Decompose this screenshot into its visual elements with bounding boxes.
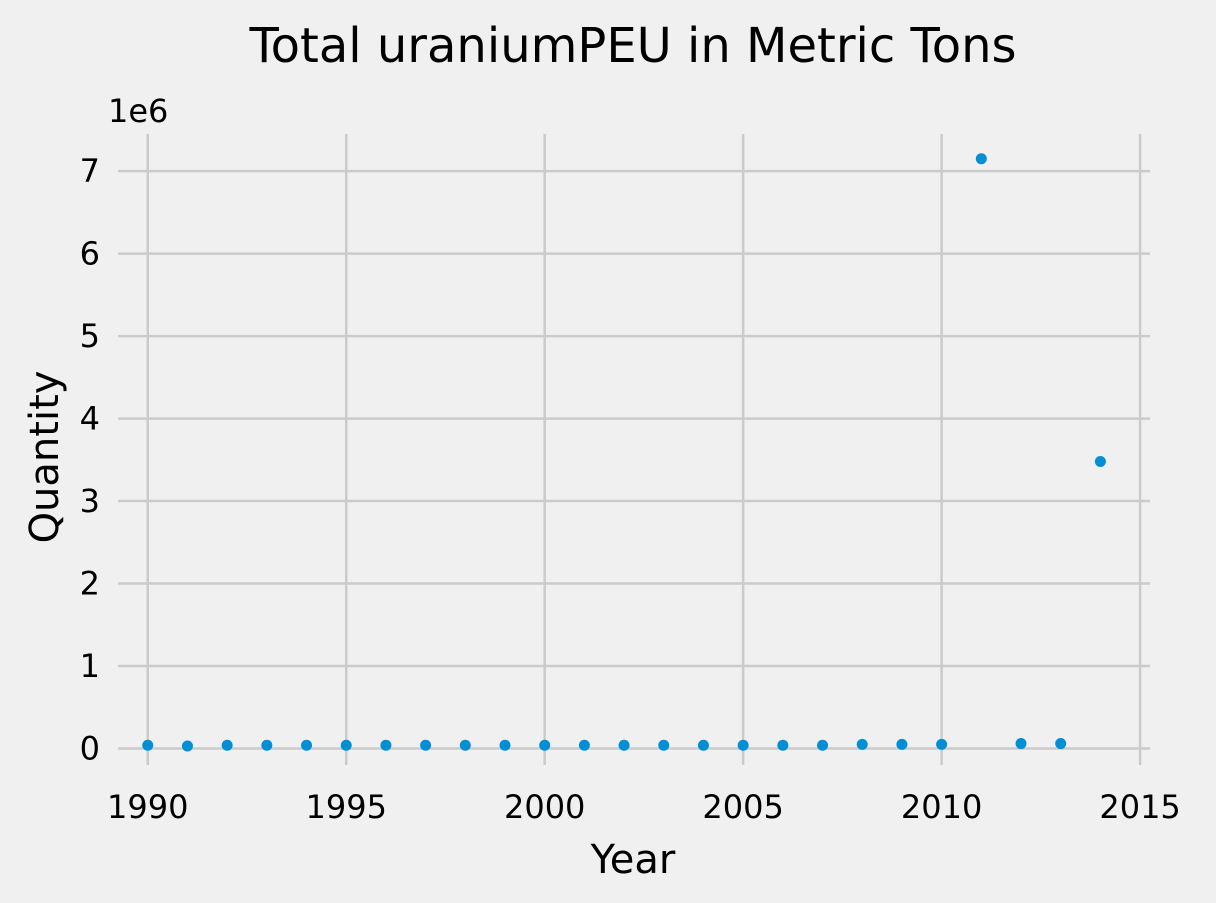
chart-title: Total uraniumPEU in Metric Tons — [249, 18, 1017, 74]
data-point — [221, 739, 233, 751]
y-tick-label: 1 — [80, 647, 100, 685]
data-point — [618, 739, 630, 751]
y-axis-offset-label: 1e6 — [108, 92, 168, 130]
data-point — [896, 738, 908, 750]
data-point — [340, 739, 352, 751]
data-point — [420, 739, 432, 751]
data-point — [697, 739, 709, 751]
x-tick-label: 2005 — [702, 788, 783, 826]
y-tick-label: 5 — [80, 317, 100, 355]
data-point — [936, 738, 948, 750]
x-tick-label: 2015 — [1099, 788, 1180, 826]
data-point — [737, 739, 749, 751]
y-tick-label: 4 — [80, 400, 100, 438]
tick-labels: 1990 1995 2000 2005 2010 2015 0 1 2 3 4 5 6 7 — [80, 152, 1181, 826]
data-point — [856, 738, 868, 750]
data-point — [499, 739, 511, 751]
y-tick-label: 2 — [80, 565, 100, 603]
data-point — [261, 739, 273, 751]
data-point — [1015, 738, 1027, 750]
data-point — [142, 739, 154, 751]
x-tick-label: 1990 — [107, 788, 188, 826]
x-tick-label: 2000 — [504, 788, 585, 826]
data-point — [1094, 455, 1106, 467]
data-point — [459, 739, 471, 751]
y-tick-label: 6 — [80, 235, 100, 273]
grid — [118, 134, 1150, 765]
data-points — [142, 153, 1106, 752]
y-tick-label: 3 — [80, 482, 100, 520]
data-point — [578, 739, 590, 751]
data-point — [817, 739, 829, 751]
x-tick-label: 2010 — [901, 788, 982, 826]
x-tick-label: 1995 — [306, 788, 387, 826]
data-point — [539, 739, 551, 751]
y-tick-label: 0 — [80, 730, 100, 768]
data-point — [1055, 738, 1067, 750]
data-point — [658, 739, 670, 751]
y-tick-label: 7 — [80, 152, 100, 190]
data-point — [181, 740, 193, 752]
x-axis-label: Year — [590, 837, 676, 883]
data-point — [380, 739, 392, 751]
data-point — [777, 739, 789, 751]
data-point — [975, 153, 987, 165]
y-axis-label: Quantity — [22, 371, 68, 544]
data-point — [301, 739, 313, 751]
